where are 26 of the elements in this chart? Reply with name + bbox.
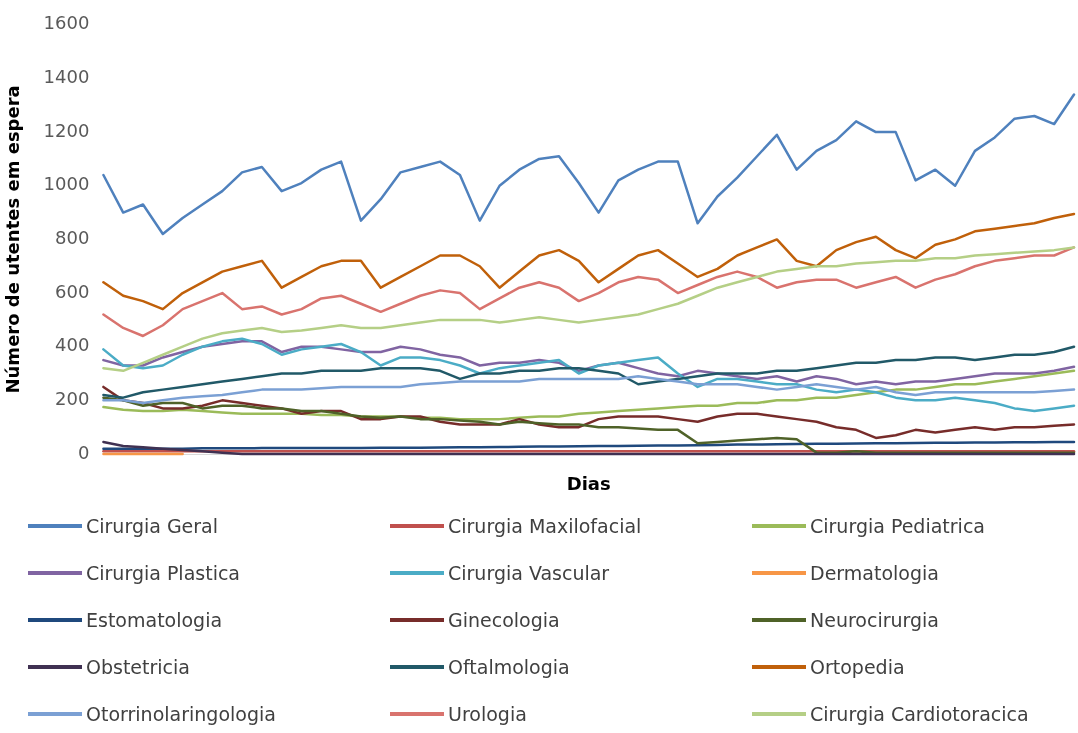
legend-label: Ginecologia xyxy=(448,609,560,631)
y-tick-label: 200 xyxy=(55,388,90,410)
legend-label: Estomatologia xyxy=(86,609,223,631)
y-tick-label: 1600 xyxy=(43,12,90,34)
x-axis-title: Dias xyxy=(566,472,611,494)
legend-label: Cirurgia Cardiotoracica xyxy=(810,703,1029,725)
legend-label: Obstetricia xyxy=(86,656,190,678)
legend-label: Cirurgia Plastica xyxy=(86,562,240,584)
y-tick-label: 800 xyxy=(55,227,90,249)
legend-label: Dermatologia xyxy=(810,562,939,584)
legend-label: Ortopedia xyxy=(810,656,905,678)
legend-label: Otorrinolaringologia xyxy=(86,703,276,725)
y-tick-label: 400 xyxy=(55,334,90,356)
legend-label: Urologia xyxy=(448,703,527,725)
legend-label: Cirurgia Vascular xyxy=(448,562,610,584)
legend-label: Cirurgia Pediatrica xyxy=(810,515,985,537)
legend-label: Neurocirurgia xyxy=(810,609,940,631)
y-tick-label: 0 xyxy=(77,441,90,463)
y-tick-label: 1000 xyxy=(43,173,90,195)
y-tick-label: 600 xyxy=(55,280,90,302)
y-tick-label: 1200 xyxy=(43,119,90,141)
y-tick-label: 1400 xyxy=(43,66,90,88)
legend-label: Cirurgia Geral xyxy=(86,515,219,537)
y-axis-title: Número de utentes em espera xyxy=(2,85,24,394)
legend-label: Oftalmologia xyxy=(448,656,570,678)
legend-label: Cirurgia Maxilofacial xyxy=(448,515,642,537)
